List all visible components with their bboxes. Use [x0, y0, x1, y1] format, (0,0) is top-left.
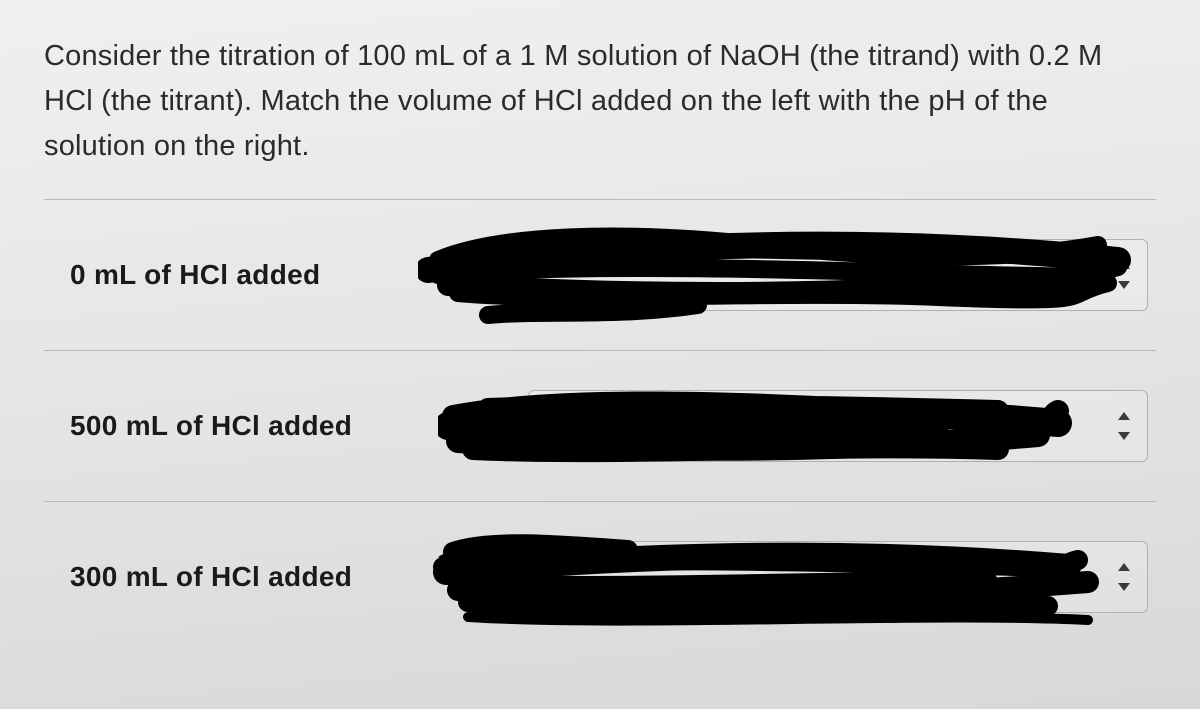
- answer-select-wrap: [528, 239, 1148, 311]
- answer-select[interactable]: [528, 390, 1148, 462]
- answer-select[interactable]: [528, 239, 1148, 311]
- question-prompt: Consider the titration of 100 mL of a 1 …: [44, 34, 1156, 169]
- match-row: 500 mL of HCl added: [44, 351, 1156, 501]
- row-label-300ml: 300 mL of HCl added: [70, 561, 352, 593]
- match-row: 0 mL of HCl added: [44, 200, 1156, 350]
- match-row: 300 mL of HCl added: [44, 502, 1156, 652]
- chevron-up-down-icon: [1115, 563, 1133, 591]
- answer-select[interactable]: [528, 541, 1148, 613]
- row-label-0ml: 0 mL of HCl added: [70, 259, 320, 291]
- chevron-up-down-icon: [1115, 412, 1133, 440]
- quiz-screen: Consider the titration of 100 mL of a 1 …: [0, 0, 1200, 709]
- answer-select-wrap: [528, 390, 1148, 462]
- answer-select-wrap: [528, 541, 1148, 613]
- chevron-up-down-icon: [1115, 261, 1133, 289]
- row-label-500ml: 500 mL of HCl added: [70, 410, 352, 442]
